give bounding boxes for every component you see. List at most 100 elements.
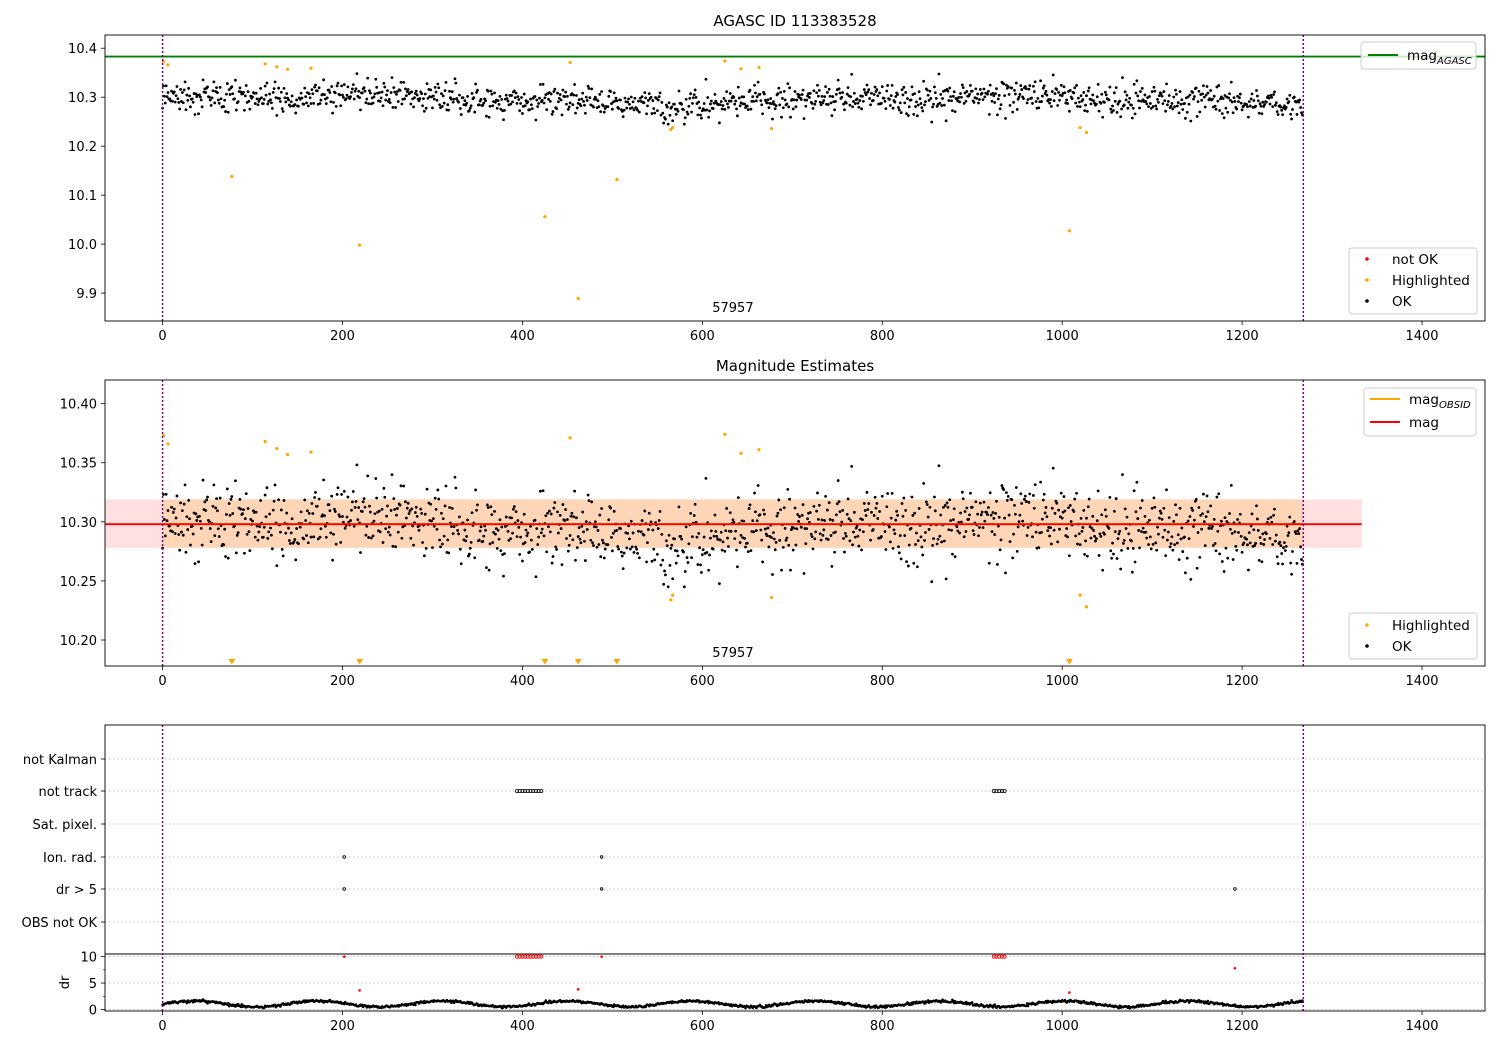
ok-point: [1119, 115, 1123, 119]
ok-point: [938, 101, 942, 105]
ok-point: [1228, 512, 1231, 515]
ok-point: [1087, 497, 1091, 501]
ok-point: [1180, 98, 1184, 102]
ok-point: [179, 501, 182, 505]
ok-point: [459, 562, 463, 566]
ok-point: [1197, 506, 1201, 509]
ok-point: [425, 82, 429, 86]
ok-point: [726, 102, 729, 106]
ok-point: [268, 512, 272, 516]
ok-point: [909, 526, 913, 530]
ok-point: [815, 91, 818, 95]
ok-point: [341, 520, 345, 524]
ok-point: [946, 505, 950, 509]
ok-point: [270, 101, 273, 105]
ok-point: [1217, 84, 1221, 87]
ok-point: [680, 102, 684, 106]
ok-point: [209, 104, 213, 107]
ok-point: [1094, 539, 1097, 543]
ok-point: [820, 95, 824, 98]
ok-point: [328, 91, 332, 94]
ok-point: [932, 102, 935, 106]
ok-point: [1180, 526, 1184, 530]
ok-point: [289, 531, 293, 535]
ok-point: [942, 506, 945, 509]
ok-point: [316, 537, 320, 541]
ok-point: [1220, 519, 1223, 523]
highlighted-point: [309, 450, 313, 454]
ok-point: [1159, 92, 1163, 96]
ok-point: [228, 513, 232, 517]
ok-point: [763, 527, 767, 531]
ok-point: [872, 514, 876, 517]
ok-point: [640, 95, 644, 99]
ok-point: [1171, 548, 1175, 552]
ok-point: [275, 564, 279, 568]
ok-point: [870, 91, 873, 95]
ok-point: [915, 565, 919, 569]
ok-point: [845, 92, 849, 96]
ok-point: [265, 486, 269, 490]
ok-point: [186, 528, 190, 531]
ok-point: [748, 88, 752, 92]
ok-point: [1172, 520, 1176, 523]
ok-point: [821, 533, 825, 537]
ok-point: [518, 553, 522, 556]
ok-point: [591, 541, 594, 545]
ok-point: [1008, 540, 1012, 544]
ok-point: [510, 516, 514, 520]
ok-point: [742, 95, 746, 99]
ok-point: [230, 85, 234, 89]
ok-point: [513, 96, 517, 100]
ok-point: [359, 551, 362, 554]
ok-point: [344, 97, 348, 101]
ok-point: [983, 95, 987, 99]
ok-point: [1202, 520, 1206, 524]
ok-point: [539, 531, 543, 535]
ok-point: [1111, 104, 1114, 108]
ok-point: [402, 80, 406, 84]
ok-point: [1297, 532, 1301, 536]
ok-point: [841, 509, 845, 512]
ok-point: [889, 94, 893, 98]
ok-point: [766, 526, 770, 530]
ok-point: [343, 526, 347, 530]
ok-point: [574, 516, 578, 520]
ok-point: [947, 99, 951, 102]
ok-point: [1114, 86, 1118, 90]
ok-point: [964, 530, 968, 533]
ok-point: [530, 548, 534, 551]
ok-point: [545, 108, 549, 112]
ok-point: [980, 91, 984, 95]
ok-point: [782, 506, 786, 510]
ok-point: [823, 95, 827, 99]
ok-point: [1218, 109, 1222, 112]
ok-point: [434, 90, 438, 94]
ok-point: [950, 528, 953, 532]
ok-point: [436, 82, 440, 86]
ok-point: [534, 118, 538, 122]
ok-point: [164, 492, 168, 496]
ok-point: [182, 88, 186, 92]
ok-point: [1235, 548, 1239, 552]
ok-point: [628, 537, 631, 541]
ok-point: [384, 527, 388, 531]
ok-point: [229, 497, 233, 501]
ok-point: [1211, 544, 1215, 547]
ok-point: [1113, 99, 1117, 103]
ok-legend-label: OK: [1392, 294, 1413, 310]
ok-point: [904, 91, 908, 94]
ok-point: [770, 102, 774, 106]
ok-point: [292, 540, 296, 544]
ok-point: [387, 525, 391, 529]
ok-point: [798, 93, 801, 97]
dr-point: [1290, 998, 1293, 1002]
ok-point: [516, 519, 520, 522]
ok-point: [575, 546, 579, 550]
ok-point: [873, 495, 877, 499]
ok-point: [255, 97, 259, 101]
ok-point: [679, 535, 683, 538]
ok-point: [432, 524, 436, 528]
magnitude-ytick-label: 10.30: [60, 516, 97, 531]
ok-point: [218, 85, 222, 89]
